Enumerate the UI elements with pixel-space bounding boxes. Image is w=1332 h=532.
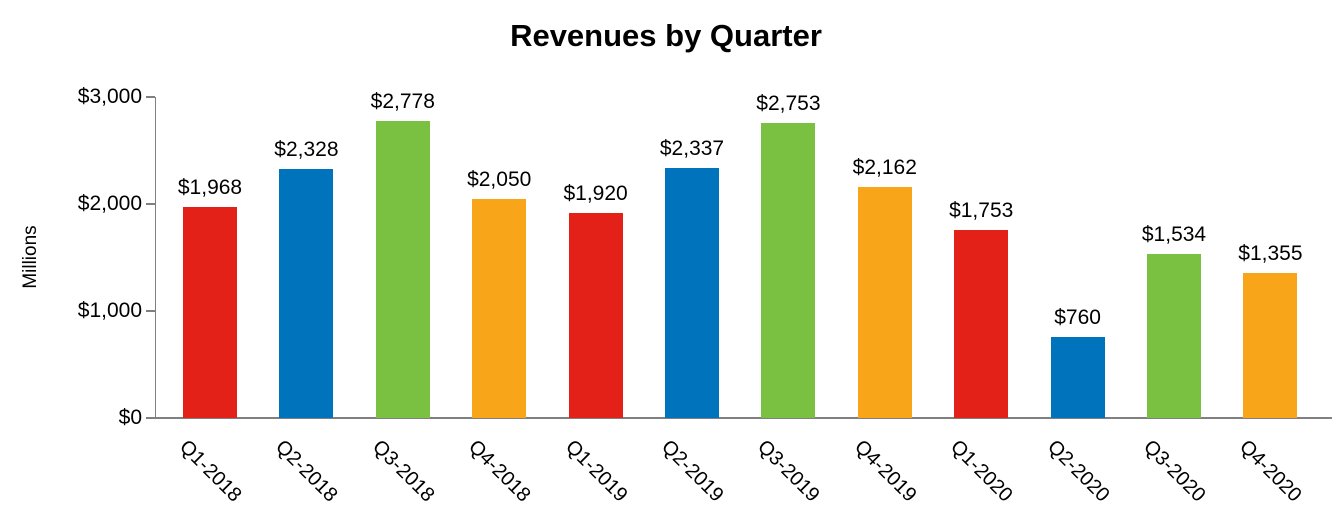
y-tick-mark [146, 203, 155, 205]
bar-value-label: $2,778 [370, 90, 435, 113]
bar [1050, 337, 1105, 418]
y-tick-label: $1,000 [77, 299, 142, 322]
x-axis-label: Q3-2020 [1139, 435, 1210, 507]
x-axis-label: Q1-2020 [946, 435, 1017, 507]
y-tick-mark [146, 310, 155, 312]
y-tick-label: $2,000 [77, 192, 142, 215]
bar-value-label: $1,534 [1141, 223, 1207, 246]
y-axis-line [155, 97, 156, 419]
bar [472, 199, 527, 418]
bar [665, 168, 719, 418]
x-axis-label: Q3-2018 [367, 435, 439, 507]
bar-value-label: $2,328 [274, 138, 339, 161]
bar-value-label: $1,920 [563, 182, 628, 205]
bar-value-label: $2,050 [467, 168, 532, 191]
x-axis-label: Q4-2018 [464, 435, 535, 507]
x-axis-label: Q2-2020 [1042, 435, 1114, 507]
bar [279, 169, 334, 418]
y-tick-mark [146, 417, 155, 419]
bar-value-label: $2,337 [659, 137, 725, 160]
bar [1243, 273, 1298, 418]
bar [375, 121, 430, 418]
bar [183, 207, 237, 418]
bar [568, 213, 623, 418]
bar [1147, 254, 1201, 418]
x-axis-label: Q1-2019 [560, 435, 632, 507]
y-tick-label: $0 [118, 406, 142, 429]
x-axis-label: Q1-2018 [175, 435, 246, 507]
x-axis-label: Q2-2018 [271, 435, 343, 507]
bar [761, 123, 816, 418]
x-axis-label: Q4-2019 [849, 435, 921, 507]
x-axis-line [155, 417, 1332, 419]
x-axis-label: Q3-2019 [753, 435, 825, 507]
bar-value-label: $1,753 [949, 199, 1014, 222]
bar-value-label: $1,968 [177, 176, 243, 199]
x-axis-label: Q2-2019 [657, 435, 728, 507]
y-tick-label: $3,000 [77, 85, 142, 108]
y-tick-mark [146, 96, 155, 98]
plot-area: $1,968 $2,328 $2,778 $2,050 $1,920 $2,337 $2,7… [156, 90, 1332, 418]
bar-value-label: $2,753 [756, 92, 821, 115]
bar [857, 187, 912, 418]
bar [954, 230, 1009, 418]
x-axis-label: Q4-2020 [1235, 435, 1307, 507]
chart-title: Revenues by Quarter [510, 18, 822, 53]
bar-value-label: $2,162 [852, 156, 917, 179]
bar-value-label: $760 [1054, 306, 1101, 329]
bar-value-label: $1,355 [1238, 242, 1303, 265]
